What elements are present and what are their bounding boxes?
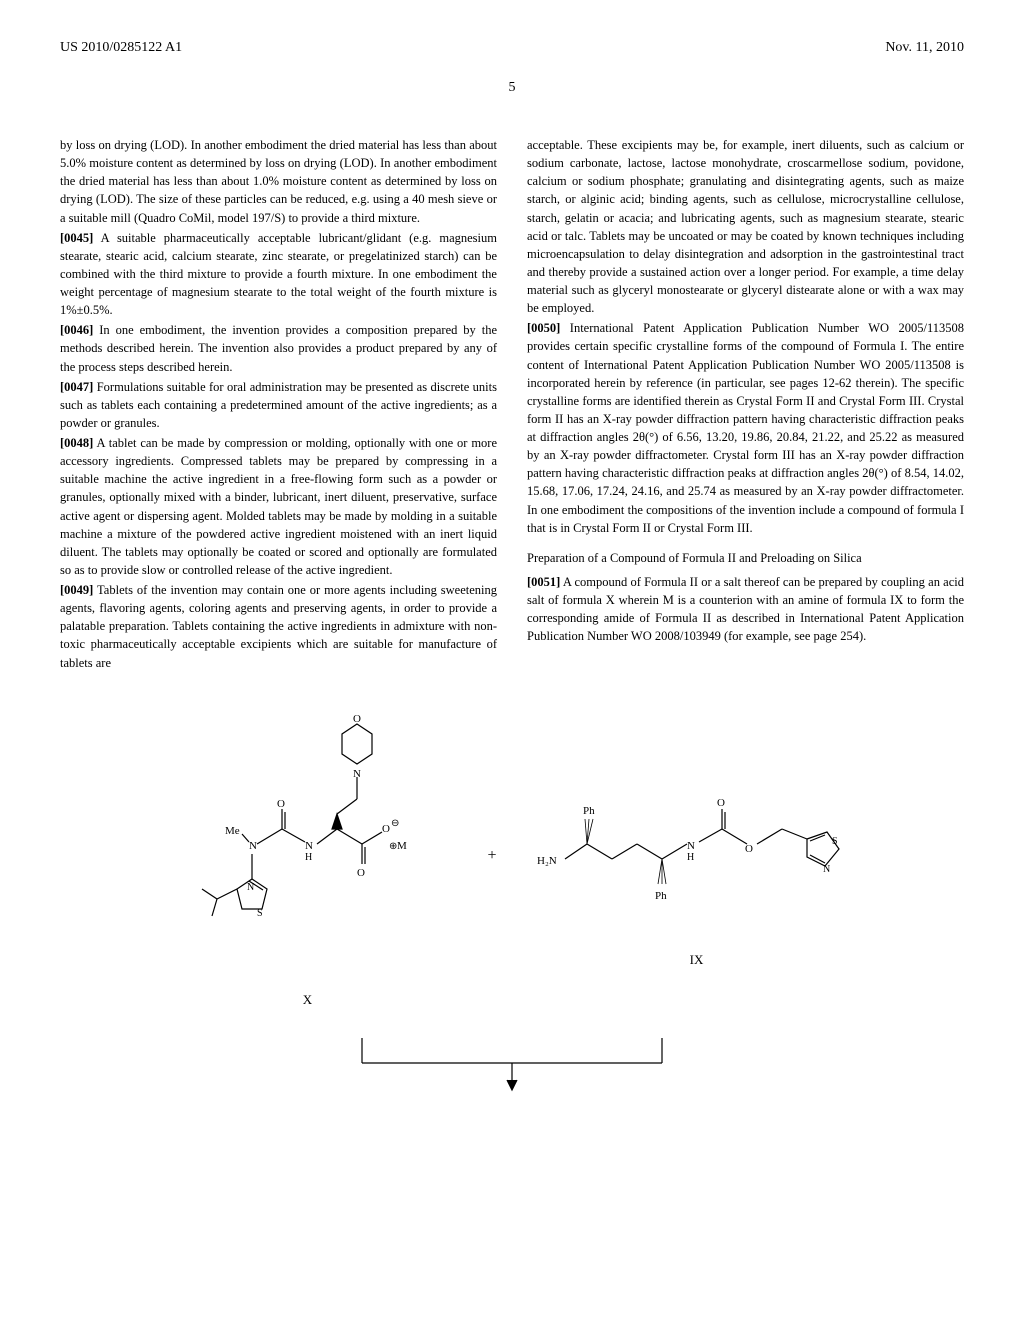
svg-text:O: O — [717, 797, 725, 809]
chemical-diagram: O N N H O — [60, 704, 964, 1098]
para-num-49: [0049] — [60, 583, 93, 597]
svg-text:O: O — [357, 867, 365, 879]
svg-text:N: N — [823, 864, 830, 875]
para-46-text: In one embodiment, the invention provide… — [60, 323, 497, 373]
right-column: acceptable. These excipients may be, for… — [527, 136, 964, 674]
plus-sign: + — [487, 847, 496, 865]
para-num-45: [0045] — [60, 231, 93, 245]
pub-number: US 2010/0285122 A1 — [60, 40, 182, 56]
svg-text:H: H — [687, 852, 694, 863]
structure-x: O N N H O — [157, 704, 457, 1008]
para-51-text: A compound of Formula II or a salt there… — [527, 575, 964, 643]
para-continuation: by loss on drying (LOD). In another embo… — [60, 136, 497, 227]
svg-text:O: O — [745, 843, 753, 855]
svg-text:Ph: Ph — [583, 805, 595, 817]
para-num-47: [0047] — [60, 380, 93, 394]
svg-text:H: H — [305, 852, 312, 863]
left-column: by loss on drying (LOD). In another embo… — [60, 136, 497, 674]
para-num-50: [0050] — [527, 321, 560, 335]
para-51: [0051] A compound of Formula II or a sal… — [527, 573, 964, 646]
svg-text:Me: Me — [225, 825, 240, 837]
para-50-text: International Patent Application Publica… — [527, 321, 964, 534]
svg-text:N: N — [249, 840, 257, 852]
svg-text:M: M — [397, 840, 407, 852]
reaction-arrow — [312, 1028, 712, 1098]
para-45-text: A suitable pharmaceutically acceptable l… — [60, 231, 497, 318]
structure-ix-label: IX — [690, 952, 704, 968]
para-num-48: [0048] — [60, 436, 93, 450]
para-49: [0049] Tablets of the invention may cont… — [60, 581, 497, 672]
para-num-46: [0046] — [60, 323, 93, 337]
svg-text:O: O — [382, 823, 390, 835]
section-title: Preparation of a Compound of Formula II … — [527, 549, 964, 567]
svg-text:⊖: ⊖ — [391, 818, 399, 829]
para-continuation-right: acceptable. These excipients may be, for… — [527, 136, 964, 317]
svg-text:O: O — [353, 713, 361, 725]
svg-text:Ph: Ph — [655, 890, 667, 902]
svg-text:N: N — [305, 840, 313, 852]
svg-text:S: S — [832, 836, 838, 847]
para-48-text: A tablet can be made by compression or m… — [60, 436, 497, 577]
structure-x-svg: O N N H O — [157, 704, 457, 984]
para-45: [0045] A suitable pharmaceutically accep… — [60, 229, 497, 320]
structure-x-label: X — [303, 992, 312, 1008]
pub-date: Nov. 11, 2010 — [885, 40, 964, 56]
svg-text:S: S — [257, 908, 263, 919]
svg-text:H₂N: H₂N — [537, 855, 557, 867]
page-number: 5 — [509, 80, 516, 96]
structure-ix: H₂N Ph — [527, 744, 867, 968]
svg-text:N: N — [247, 882, 254, 893]
para-48: [0048] A tablet can be made by compressi… — [60, 434, 497, 579]
para-49-text: Tablets of the invention may contain one… — [60, 583, 497, 670]
para-num-51: [0051] — [527, 575, 560, 589]
para-47-text: Formulations suitable for oral administr… — [60, 380, 497, 430]
para-50: [0050] International Patent Application … — [527, 319, 964, 537]
para-47: [0047] Formulations suitable for oral ad… — [60, 378, 497, 432]
structure-ix-svg: H₂N Ph — [527, 744, 867, 944]
svg-text:O: O — [277, 798, 285, 810]
para-46: [0046] In one embodiment, the invention … — [60, 321, 497, 375]
svg-text:N: N — [687, 840, 695, 852]
